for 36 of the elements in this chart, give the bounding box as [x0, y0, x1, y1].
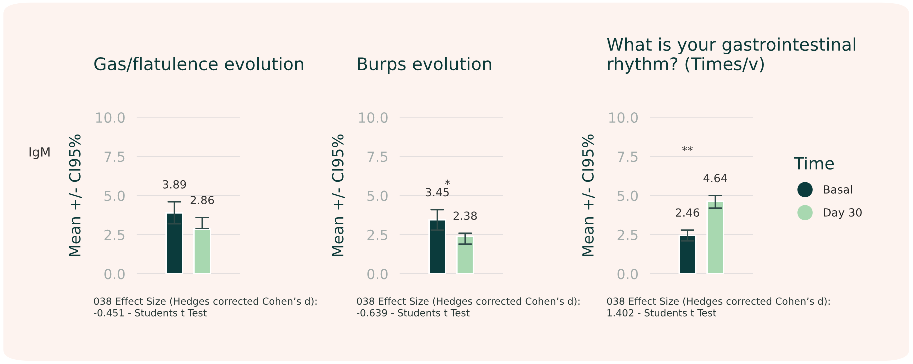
y-tick-label: 0.0	[618, 269, 638, 280]
data-label: 2.86	[190, 196, 214, 204]
y-axis-title: Mean +/- CI95%	[332, 134, 345, 256]
data-label: 2.46	[676, 208, 700, 218]
y-tick-label: 5.0	[618, 190, 638, 202]
y-tick-label: 0.0	[104, 269, 125, 280]
chart-title: Gas/flatulence evolution	[94, 57, 304, 72]
chart-title: What is your gastrointestinal rhythm? (Times/v)	[607, 38, 856, 74]
y-axis-title: Mean +/- CI95%	[582, 134, 596, 256]
y-tick-label: 2.5	[104, 230, 125, 240]
legend-title: Time	[794, 156, 834, 170]
y-tick-label: 10.0	[359, 112, 388, 124]
y-tick-label: 10.0	[610, 112, 638, 124]
text: 038 Effect Size (Hedges corrected Cohen’s d): 1.402 - Students t Test	[607, 298, 830, 317]
y-tick-label: 2.5	[368, 230, 388, 240]
y-tick-label: 5.0	[104, 190, 125, 202]
y-axis-title: Mean +/- CI95%	[69, 134, 82, 256]
y-tick-label: 5.0	[368, 190, 388, 202]
text: 038 Effect Size (Hedges corrected Cohen’s d): -0.639 - Students t Test	[357, 298, 580, 317]
text: IgM	[30, 148, 50, 160]
text: 038 Effect Size (Hedges corrected Cohen’s d): -0.451 - Students t Test	[94, 298, 317, 317]
legend-label: Day 30	[824, 208, 862, 220]
y-tick-label: 7.5	[368, 152, 388, 162]
legend-label: Basal	[824, 185, 852, 194]
y-tick-label: 10.0	[96, 112, 125, 124]
annotation: **	[682, 146, 693, 152]
y-tick-label: 7.5	[104, 152, 125, 162]
y-tick-label: 2.5	[618, 230, 638, 240]
data-label: 4.64	[704, 174, 728, 183]
data-label: 2.38	[454, 212, 478, 220]
y-tick-label: 0.0	[368, 269, 388, 280]
data-label: 3.89	[163, 180, 186, 189]
y-tick-label: 7.5	[618, 152, 638, 162]
data-label: 3.45	[426, 188, 449, 197]
chart-title: Burps evolution	[358, 57, 492, 74]
annotation: *	[445, 180, 450, 185]
